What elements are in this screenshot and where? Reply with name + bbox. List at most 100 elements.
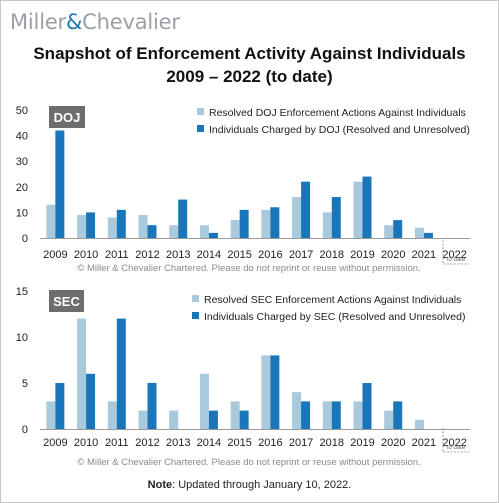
bar-resolved xyxy=(384,410,394,429)
x-tick-label: 2019 xyxy=(350,437,374,449)
x-tick-label: 2011 xyxy=(105,437,129,449)
bar-charged xyxy=(393,401,403,429)
footnote: Note: Updated through January 10, 2022. xyxy=(0,479,499,491)
y-tick-label: 10 xyxy=(16,332,28,344)
bar-charged xyxy=(301,181,311,238)
bar-charged xyxy=(393,220,403,238)
x-tick-label: 2014 xyxy=(197,437,221,449)
x-tick-label: 2011 xyxy=(105,249,129,261)
bar-charged xyxy=(270,355,280,429)
x-tick-label: 2018 xyxy=(320,249,344,261)
x-tick-label: 2019 xyxy=(350,249,374,261)
x-tick-label: 2014 xyxy=(197,249,221,261)
bar-charged xyxy=(208,232,218,238)
y-tick-label: 15 xyxy=(16,286,28,298)
x-tick-label: 2015 xyxy=(227,437,251,449)
bar-resolved xyxy=(199,225,209,238)
x-tick-label: 2020 xyxy=(381,437,405,449)
bar-resolved xyxy=(322,401,332,429)
bar-resolved xyxy=(292,197,302,238)
legend-swatch xyxy=(197,125,204,132)
bar-charged xyxy=(147,225,157,238)
y-tick-label: 20 xyxy=(16,182,28,194)
bar-resolved xyxy=(77,214,87,238)
bar-resolved xyxy=(46,204,56,238)
to-date-annotation: to date xyxy=(447,257,466,263)
bar-resolved xyxy=(107,217,117,238)
x-tick-label: 2010 xyxy=(74,249,98,261)
bar-charged xyxy=(239,209,249,238)
to-date-bracket xyxy=(442,240,469,265)
legend-swatch xyxy=(192,312,199,319)
x-tick-label: 2013 xyxy=(166,437,190,449)
bar-charged xyxy=(301,401,311,429)
x-tick-label: 2012 xyxy=(135,437,159,449)
x-tick-label: 2009 xyxy=(43,437,67,449)
bar-resolved xyxy=(46,401,56,429)
x-tick-label: 2022 xyxy=(442,437,466,449)
x-tick-label: 2012 xyxy=(135,249,159,261)
brand-ampersand: & xyxy=(65,10,83,34)
y-tick-label: 30 xyxy=(16,156,28,168)
bar-charged xyxy=(86,373,96,429)
bar-charged xyxy=(362,176,372,238)
bar-charged xyxy=(270,207,280,238)
bar-resolved xyxy=(322,212,332,238)
y-tick-label: 5 xyxy=(22,378,28,390)
legend-label: Individuals Charged by DOJ (Resolved and… xyxy=(209,124,470,136)
bar-resolved xyxy=(384,225,394,238)
legend-label: Individuals Charged by SEC (Resolved and… xyxy=(204,311,465,323)
bar-charged xyxy=(208,410,218,429)
bar-resolved xyxy=(169,225,179,238)
legend-swatch xyxy=(192,295,199,302)
bar-charged xyxy=(331,401,341,429)
legend-swatch xyxy=(197,108,204,115)
x-tick-label: 2016 xyxy=(258,437,282,449)
brand-name-right: Chevalier xyxy=(82,10,180,34)
bar-charged xyxy=(178,199,188,238)
legend-label: Resolved SEC Enforcement Actions Against… xyxy=(204,294,461,306)
chart-title-line1: Snapshot of Enforcement Activity Against… xyxy=(33,44,466,63)
bar-resolved xyxy=(230,401,240,429)
bar-resolved xyxy=(261,209,271,238)
y-tick-label: 10 xyxy=(16,207,28,219)
x-tick-label: 2021 xyxy=(412,437,436,449)
bar-resolved xyxy=(353,181,363,238)
bar-resolved xyxy=(77,318,87,429)
bar-charged xyxy=(116,318,126,429)
x-tick-label: 2018 xyxy=(320,437,344,449)
y-tick-label: 40 xyxy=(16,131,28,143)
brand-name-left: Miller xyxy=(10,10,66,34)
x-tick-label: 2009 xyxy=(43,249,67,261)
bar-resolved xyxy=(261,355,271,429)
y-tick-label: 0 xyxy=(22,424,28,436)
footnote-label: Note xyxy=(147,479,173,491)
bar-charged xyxy=(55,383,65,429)
bar-resolved xyxy=(353,401,363,429)
to-date-annotation: to date xyxy=(447,445,466,451)
section-badge-label: SEC xyxy=(53,294,80,309)
section-badge-bg xyxy=(49,106,85,128)
x-tick-label: 2010 xyxy=(74,437,98,449)
y-tick-label: 0 xyxy=(22,233,28,245)
bar-charged xyxy=(55,130,65,238)
x-tick-label: 2016 xyxy=(258,249,282,261)
bar-resolved xyxy=(199,373,209,429)
bar-resolved xyxy=(138,214,148,238)
section-badge-label: DOJ xyxy=(54,110,81,125)
copyright-notice: © Miller & Chevalier Chartered. Please d… xyxy=(77,263,420,274)
bar-charged xyxy=(116,209,126,238)
to-date-bracket xyxy=(442,428,469,453)
bar-resolved xyxy=(292,392,302,429)
bar-charged xyxy=(423,232,433,238)
copyright-notice: © Miller & Chevalier Chartered. Please d… xyxy=(77,457,420,468)
bar-charged xyxy=(362,383,372,429)
chart-title-line2: 2009 – 2022 (to date) xyxy=(166,67,333,86)
bar-charged xyxy=(147,383,157,429)
bar-charged xyxy=(86,212,96,238)
x-tick-label: 2020 xyxy=(381,249,405,261)
bar-resolved xyxy=(107,401,117,429)
x-tick-label: 2017 xyxy=(289,437,313,449)
x-tick-label: 2015 xyxy=(227,249,251,261)
